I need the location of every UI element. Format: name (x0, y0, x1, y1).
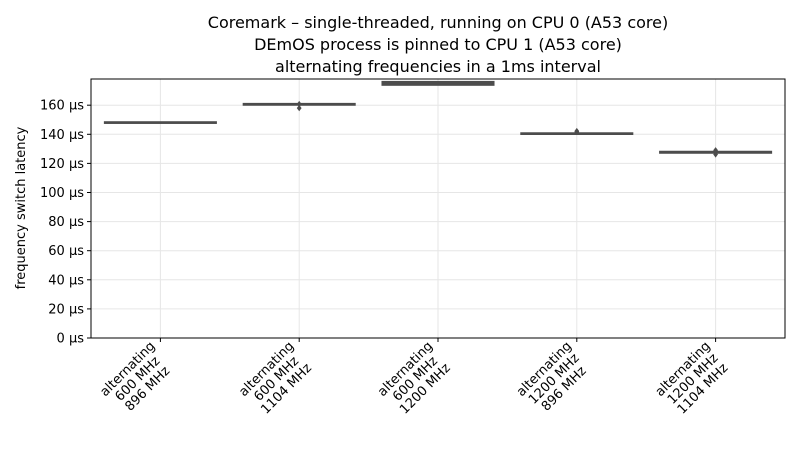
y-tick-label: 120 µs (40, 157, 84, 172)
box-outlier-point (296, 100, 302, 108)
x-axis: alternating600 MHz896 MHz alternating600 … (98, 338, 734, 420)
y-tick-label: 40 µs (48, 273, 84, 288)
x-tick-label: alternating600 MHz896 MHz (98, 339, 179, 420)
y-tick-label: 0 µs (57, 332, 85, 347)
box-outlier-point (713, 151, 718, 158)
chart-title: Coremark – single-threaded, running on C… (208, 13, 668, 76)
box-outlier-point (296, 104, 302, 112)
y-tick-label: 80 µs (48, 215, 84, 230)
x-tick-label: alternating1200 MHz1104 MHz (653, 339, 734, 420)
y-tick-label: 20 µs (48, 302, 84, 317)
x-tick-label: alternating600 MHz1200 MHz (375, 339, 456, 420)
y-tick-label: 60 µs (48, 244, 84, 259)
y-tick-label: 140 µs (40, 128, 84, 143)
x-tick-label: alternating600 MHz1104 MHz (236, 339, 317, 420)
chart-title-line-3: alternating frequencies in a 1ms interva… (275, 57, 601, 76)
y-axis-label: frequency switch latency (14, 126, 29, 289)
box-outlier-point (713, 147, 718, 154)
chart-title-line-2: DEmOS process is pinned to CPU 1 (A53 co… (254, 35, 622, 54)
box-outlier-point (574, 128, 580, 136)
x-tick-label: alternating1200 MHz896 MHz (514, 339, 595, 420)
y-tick-label: 160 µs (40, 99, 84, 114)
boxes (103, 80, 773, 158)
y-tick-label: 100 µs (40, 186, 84, 201)
chart-title-line-1: Coremark – single-threaded, running on C… (208, 13, 668, 32)
y-axis: 0 µs 20 µs 40 µs 60 µs 80 µs 100 µs 120 µs 140 … (40, 99, 91, 347)
gridlines (91, 79, 785, 339)
